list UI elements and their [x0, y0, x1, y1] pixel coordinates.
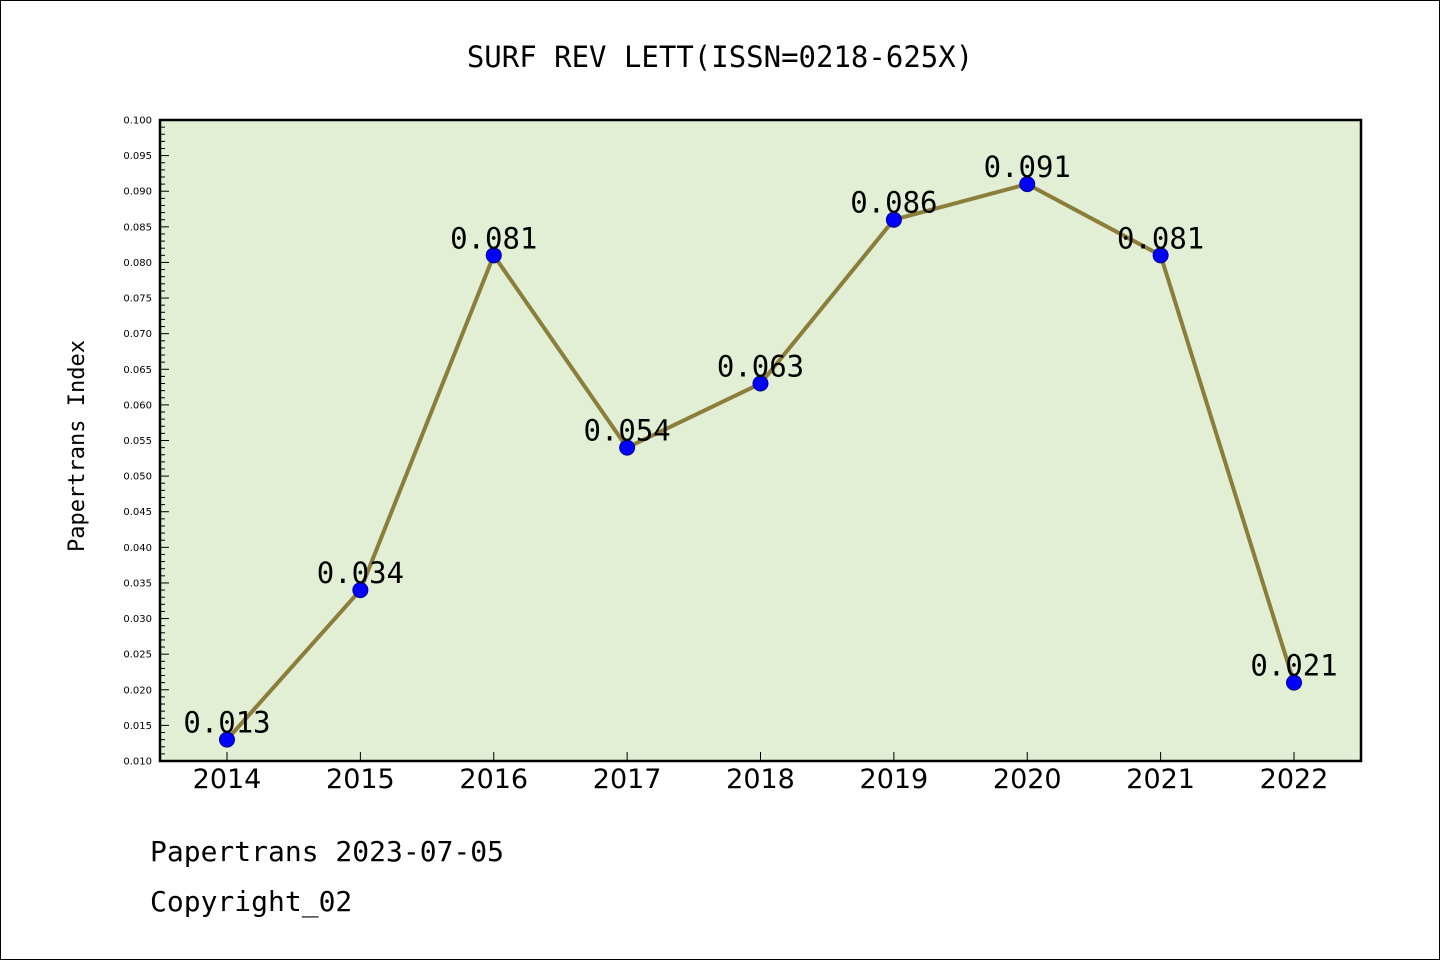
- footer-date: Papertrans 2023-07-05: [150, 835, 505, 868]
- data-label: 0.081: [1117, 221, 1204, 255]
- series-papertrans-index: [219, 176, 1302, 748]
- y-tick-label: 0.040: [123, 543, 152, 554]
- y-tick-label: 0.090: [123, 187, 152, 198]
- y-tick-label: 0.080: [123, 258, 152, 269]
- x-tick-label: 2018: [726, 764, 795, 795]
- x-tick-label: 2021: [1126, 764, 1195, 795]
- data-label: 0.034: [317, 556, 404, 590]
- x-tick-label: 2017: [593, 764, 662, 795]
- y-axis-ticks: 0.010 0.015 0.020 0.025 0.030 0.035 0.040 0.045…: [123, 116, 169, 768]
- x-tick-label: 2014: [193, 764, 262, 795]
- data-label: 0.063: [717, 350, 804, 384]
- data-label: 0.091: [984, 150, 1071, 184]
- data-point-marker: [1152, 247, 1169, 264]
- x-tick-label: 2015: [326, 764, 395, 795]
- y-tick-label: 0.045: [123, 507, 152, 518]
- data-point-marker: [752, 375, 769, 392]
- footer-copyright: Copyright_02: [150, 885, 353, 918]
- y-tick-label: 0.085: [123, 222, 152, 233]
- y-tick-label: 0.055: [123, 436, 152, 447]
- data-label: 0.013: [183, 706, 270, 740]
- y-tick-label: 0.050: [123, 472, 152, 483]
- data-label: 0.086: [850, 186, 937, 220]
- y-tick-label: 0.060: [123, 400, 152, 411]
- data-point-marker: [219, 731, 235, 748]
- x-tick-label: 2019: [860, 764, 929, 795]
- y-tick-label: 0.010: [123, 757, 152, 768]
- x-axis-ticks: 2014 2015 2016 2017 2018 2019 2020 2021 2022: [193, 752, 1329, 795]
- data-point-marker: [1286, 674, 1302, 691]
- data-label: 0.021: [1250, 649, 1337, 683]
- y-tick-label: 0.100: [123, 116, 152, 127]
- x-tick-label: 2016: [459, 764, 528, 795]
- y-axis-label: Papertrans Index: [65, 340, 90, 552]
- y-tick-label: 0.020: [123, 685, 152, 696]
- x-tick-label: 2022: [1260, 764, 1329, 795]
- y-tick-label: 0.025: [123, 650, 152, 661]
- data-label: 0.054: [583, 414, 670, 448]
- y-tick-label: 0.065: [123, 365, 152, 376]
- data-point-marker: [1019, 176, 1036, 193]
- y-tick-label: 0.015: [123, 721, 152, 732]
- data-point-marker: [619, 439, 636, 456]
- chart-title: SURF REV LETT(ISSN=0218-625X): [467, 40, 973, 74]
- data-point-marker: [885, 211, 902, 228]
- data-point-marker: [352, 582, 369, 599]
- y-tick-label: 0.075: [123, 294, 152, 305]
- data-label: 0.081: [450, 221, 537, 255]
- y-tick-label: 0.030: [123, 614, 152, 625]
- data-point-marker: [485, 247, 502, 264]
- y-tick-label: 0.035: [123, 578, 152, 589]
- y-tick-label: 0.095: [123, 151, 152, 162]
- data-labels: 0.013 0.034 0.081 0.054 0.063 0.086 0.091 0.081…: [183, 150, 1337, 740]
- x-tick-label: 2020: [993, 764, 1062, 795]
- plot-area: [158, 118, 1363, 763]
- y-tick-label: 0.070: [123, 329, 152, 340]
